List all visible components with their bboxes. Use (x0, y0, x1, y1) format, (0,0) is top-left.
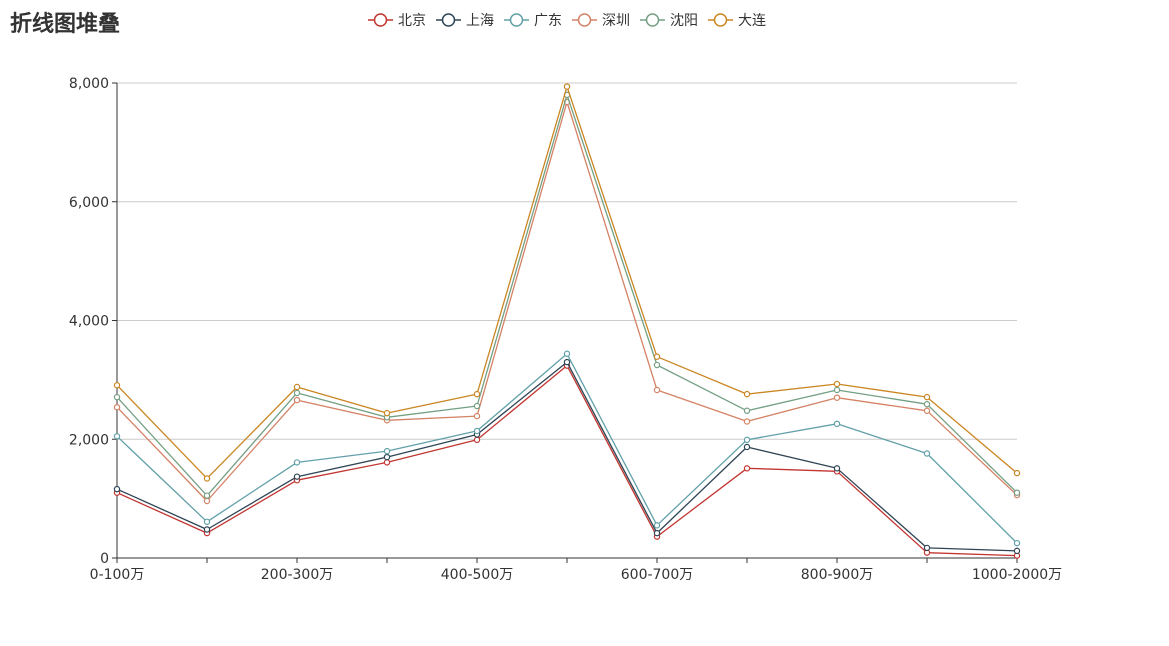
data-point[interactable] (743, 443, 751, 451)
data-point[interactable] (833, 420, 841, 428)
data-point[interactable] (653, 529, 661, 537)
data-point[interactable] (473, 427, 481, 435)
data-point[interactable] (203, 475, 211, 482)
data-point[interactable] (833, 380, 841, 388)
data-point[interactable] (833, 386, 841, 394)
data-point[interactable] (203, 518, 211, 525)
legend-label: 深圳 (602, 13, 630, 29)
legend-circle-icon (713, 13, 728, 27)
legend-label: 北京 (398, 13, 426, 29)
data-point[interactable] (833, 465, 841, 472)
series-2 (113, 358, 1021, 555)
y-tick-label: 4,000 (69, 314, 109, 330)
data-point[interactable] (113, 485, 121, 493)
legend-item[interactable]: 北京 (368, 13, 426, 29)
data-point[interactable] (383, 453, 391, 461)
legend-item[interactable]: 沈阳 (640, 13, 698, 29)
data-point[interactable] (1013, 489, 1021, 496)
data-point[interactable] (293, 383, 301, 391)
legend-circle-icon (441, 13, 456, 27)
data-point[interactable] (293, 459, 301, 466)
series-3 (113, 350, 1021, 547)
y-tick-label: 2,000 (69, 432, 109, 448)
legend-label: 大连 (738, 13, 766, 29)
y-tick-label: 0 (100, 551, 109, 567)
series-line (116, 85, 1018, 480)
data-point[interactable] (653, 386, 661, 394)
legend-item[interactable]: 上海 (436, 13, 494, 29)
y-tick-label: 8,000 (69, 76, 109, 92)
data-point[interactable] (293, 389, 301, 397)
data-point[interactable] (113, 403, 121, 411)
data-point[interactable] (203, 526, 211, 533)
data-point[interactable] (113, 382, 121, 389)
x-tick-label: 200-300万 (261, 567, 334, 583)
chart-title: 折线图堆叠 (10, 11, 120, 37)
legend-label: 广东 (534, 13, 562, 29)
legend-circle-icon (577, 13, 592, 27)
data-point[interactable] (293, 473, 301, 480)
data-point[interactable] (923, 544, 931, 552)
x-tick-label: 600-700万 (621, 567, 694, 583)
data-point[interactable] (743, 465, 751, 472)
legend-circle-icon (645, 13, 660, 27)
data-point[interactable] (653, 522, 661, 529)
data-point[interactable] (563, 350, 571, 357)
data-point[interactable] (473, 390, 481, 398)
chart-axes: 0 2,000 4,000 6,000 8,000 0-100万 200-300万 400-5… (69, 76, 1062, 583)
data-point[interactable] (1013, 547, 1021, 555)
series-5 (113, 91, 1021, 499)
series-6 (113, 83, 1021, 482)
data-point[interactable] (473, 412, 481, 420)
data-point[interactable] (383, 409, 391, 417)
data-point[interactable] (923, 393, 931, 401)
series-4 (113, 98, 1021, 505)
chart-series-layer (113, 83, 1021, 559)
legend-item[interactable]: 广东 (504, 13, 562, 29)
data-point[interactable] (653, 353, 661, 360)
data-point[interactable] (203, 492, 211, 499)
series-line (116, 364, 1018, 557)
series-1 (113, 362, 1021, 559)
data-point[interactable] (743, 418, 751, 425)
data-point[interactable] (923, 407, 931, 414)
data-point[interactable] (563, 358, 571, 366)
series-line (116, 353, 1018, 544)
data-point[interactable] (653, 361, 661, 369)
legend-item[interactable]: 深圳 (572, 13, 630, 29)
legend-label: 沈阳 (670, 13, 698, 29)
chart-legend: 北京 上海 广东 深圳 沈阳 大连 (368, 13, 766, 29)
data-point[interactable] (743, 407, 751, 414)
data-point[interactable] (923, 450, 931, 457)
legend-item[interactable]: 大连 (708, 13, 766, 29)
x-tick-label: 1000-2000万 (972, 567, 1062, 583)
series-line (116, 94, 1018, 497)
x-tick-label: 400-500万 (441, 567, 514, 583)
data-point[interactable] (293, 396, 301, 404)
data-point[interactable] (113, 393, 121, 401)
x-tick-label: 800-900万 (801, 567, 874, 583)
data-point[interactable] (743, 390, 751, 398)
data-point[interactable] (833, 394, 841, 401)
data-point[interactable] (743, 436, 751, 444)
chart-gridlines (117, 82, 1017, 440)
series-line (116, 101, 1018, 502)
legend-circle-icon (373, 13, 388, 27)
data-point[interactable] (923, 401, 931, 408)
data-point[interactable] (383, 459, 391, 466)
data-point[interactable] (1013, 469, 1021, 477)
legend-circle-icon (509, 13, 524, 27)
data-point[interactable] (203, 497, 211, 505)
y-tick-label: 6,000 (69, 195, 109, 211)
data-point[interactable] (1013, 539, 1021, 547)
data-point[interactable] (473, 402, 481, 410)
x-tick-label: 0-100万 (90, 567, 145, 583)
data-point[interactable] (473, 436, 481, 444)
data-point[interactable] (113, 433, 121, 440)
legend-label: 上海 (466, 13, 494, 29)
data-point[interactable] (563, 83, 571, 90)
data-point[interactable] (383, 447, 391, 455)
